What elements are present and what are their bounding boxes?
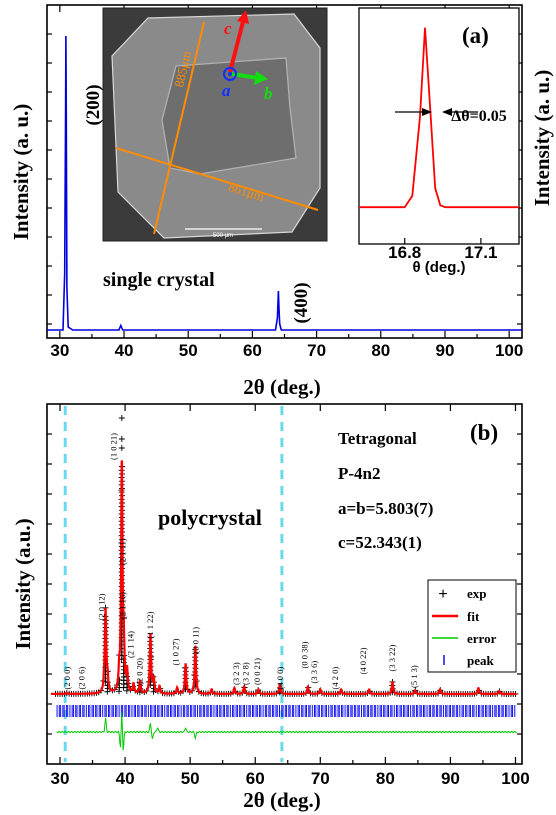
hkl-label: (3 2 3) xyxy=(231,662,241,685)
rocking-tick-label: 16.8 xyxy=(388,243,421,262)
panel-a-tick-label: 50 xyxy=(179,341,198,360)
panel-b-tick-label: 30 xyxy=(51,769,70,788)
hkl-label: (3 3 22) xyxy=(387,644,397,671)
panel-b-tick-label: 50 xyxy=(181,769,200,788)
hkl-label: (2 1 14) xyxy=(126,631,136,658)
legend-error-label: error xyxy=(467,631,497,646)
rocking-inset-tick-labels: 16.8 17.1 xyxy=(388,243,497,262)
panel-a-tick-label: 60 xyxy=(243,341,262,360)
panel-b-ticks xyxy=(47,404,522,764)
panel-label-b: (b) xyxy=(470,420,498,445)
a-axis-dot xyxy=(228,72,232,76)
exp-point xyxy=(118,415,125,421)
panel-a-tick-label: 90 xyxy=(436,341,455,360)
panel-b-ylabel: Intensity (a.u.) xyxy=(11,518,35,649)
peak-label-400: (400) xyxy=(291,282,312,323)
error-line xyxy=(56,712,517,751)
panel-b-dashed-markers xyxy=(63,406,284,762)
panel-b-tick-label: 40 xyxy=(116,769,135,788)
single-crystal-label: single crystal xyxy=(103,269,215,291)
legend-exp-marker: + xyxy=(438,586,447,603)
panel-a-tick-label: 100 xyxy=(495,341,523,360)
hkl-label: (1 0 21) xyxy=(109,433,119,460)
info-line-4: c=52.343(1) xyxy=(338,533,422,552)
panel-a-right-ylabel: Intensity (a. u.) xyxy=(530,70,554,207)
hkl-label: (2 0 12) xyxy=(96,593,106,620)
scale-bar-label: 500 μm xyxy=(213,233,233,239)
hkl-label: (4 2 0) xyxy=(330,667,340,690)
exp-point xyxy=(118,436,125,442)
panel-a: 30 40 50 60 70 80 90 100 2θ (deg.) Intensity (a… xyxy=(9,4,554,399)
panel-a-tick-labels: 30 40 50 60 70 80 90 100 xyxy=(50,341,523,360)
peak-ticks xyxy=(56,705,516,717)
hkl-label: (1 1 22) xyxy=(145,611,155,638)
sem-inset-image: 885μm 861μm c b a 500 μm xyxy=(102,7,328,242)
fwhm-arrowhead-right xyxy=(442,108,452,116)
panel-b-tick-label: 100 xyxy=(501,769,529,788)
rocking-tick-label: 17.1 xyxy=(464,243,497,262)
rocking-inset-ticks xyxy=(404,238,482,244)
panel-a-ylabel: Intensity (a. u.) xyxy=(9,104,33,241)
panel-b-tick-label: 70 xyxy=(311,769,330,788)
legend-exp-label: exp xyxy=(467,586,487,601)
hkl-label: (2 0 0) xyxy=(62,667,72,690)
rocking-curve-inset: 16.8 17.1 (a) Δθ=0.05 θ (deg.) xyxy=(358,7,520,276)
panel-b-xlabel: 2θ (deg.) xyxy=(243,788,320,812)
legend-box xyxy=(427,579,517,673)
rocking-inset-frame xyxy=(358,7,520,245)
hkl-label: (2 0 6) xyxy=(77,667,87,690)
info-line-2: P-4n2 xyxy=(338,464,381,483)
peak-label-200: (200) xyxy=(83,84,104,125)
c-axis-arrowhead xyxy=(237,10,249,24)
panel-b-tick-labels: 30 40 50 60 70 80 90 100 xyxy=(51,769,530,788)
exp-point xyxy=(118,445,125,451)
panel-a-series-line xyxy=(47,35,522,331)
fwhm-label: Δθ=0.05 xyxy=(451,108,507,125)
panel-b-tick-label: 90 xyxy=(441,769,460,788)
fit-line xyxy=(50,460,517,696)
hkl-label: (3 2 8) xyxy=(241,662,251,685)
rocking-xlabel: θ (deg.) xyxy=(412,259,465,276)
b-axis-label: b xyxy=(264,84,273,103)
hkl-label: (2 1 16) xyxy=(118,592,128,619)
panel-a-tick-label: 30 xyxy=(50,341,69,360)
hkl-label: (0 0 38) xyxy=(299,641,309,668)
a-axis-circle xyxy=(223,67,237,81)
hkl-label: (0 0 21) xyxy=(252,658,262,685)
panel-a-tick-label: 70 xyxy=(307,341,326,360)
c-axis-arrow xyxy=(228,17,246,73)
panel-b-tick-label: 80 xyxy=(376,769,395,788)
a-axis-label: a xyxy=(222,81,231,100)
hkl-label: (1 0 27) xyxy=(170,638,180,665)
hkl-label: (4 0 0) xyxy=(275,667,285,690)
panel-b: 30 40 50 60 70 80 90 100 (2 0 0) (2 0 6) (2 0 12)… xyxy=(11,403,530,812)
info-line-3: a=b=5.803(7) xyxy=(338,499,433,518)
legend-fit-label: fit xyxy=(467,609,480,624)
hkl-label: (4 0 22) xyxy=(358,647,368,674)
legend: + exp fit error peak xyxy=(427,579,517,673)
hkl-label: (2 1 11) xyxy=(118,538,128,565)
hkl-label: (2 0 20) xyxy=(135,658,145,685)
panel-a-xlabel: 2θ (deg.) xyxy=(243,375,320,399)
b-axis-arrowhead xyxy=(254,71,268,85)
dimension-line-885 xyxy=(153,21,205,235)
crystal-pit xyxy=(161,57,297,175)
rocking-curve-line xyxy=(359,27,519,209)
hkl-label: (3 3 6) xyxy=(309,661,319,684)
hkl-label: (3 0 11) xyxy=(191,627,201,654)
panel-a-tick-label: 40 xyxy=(115,341,134,360)
fwhm-arrowhead-left xyxy=(422,108,432,116)
info-line-1: Tetragonal xyxy=(338,429,417,448)
panel-label-a: (a) xyxy=(462,23,489,48)
legend-peak-label: peak xyxy=(467,653,495,668)
c-axis-label: c xyxy=(224,19,232,38)
panel-b-tick-label: 60 xyxy=(246,769,265,788)
hkl-label: (5 1 3) xyxy=(409,665,419,688)
hkl-labels: (2 0 0) (2 0 6) (2 0 12) (1 0 21) (2 1 11) (2… xyxy=(62,433,419,690)
dimension-line-861 xyxy=(115,147,319,211)
panel-a-tick-label: 80 xyxy=(371,341,390,360)
polycrystal-label: polycrystal xyxy=(158,505,262,530)
